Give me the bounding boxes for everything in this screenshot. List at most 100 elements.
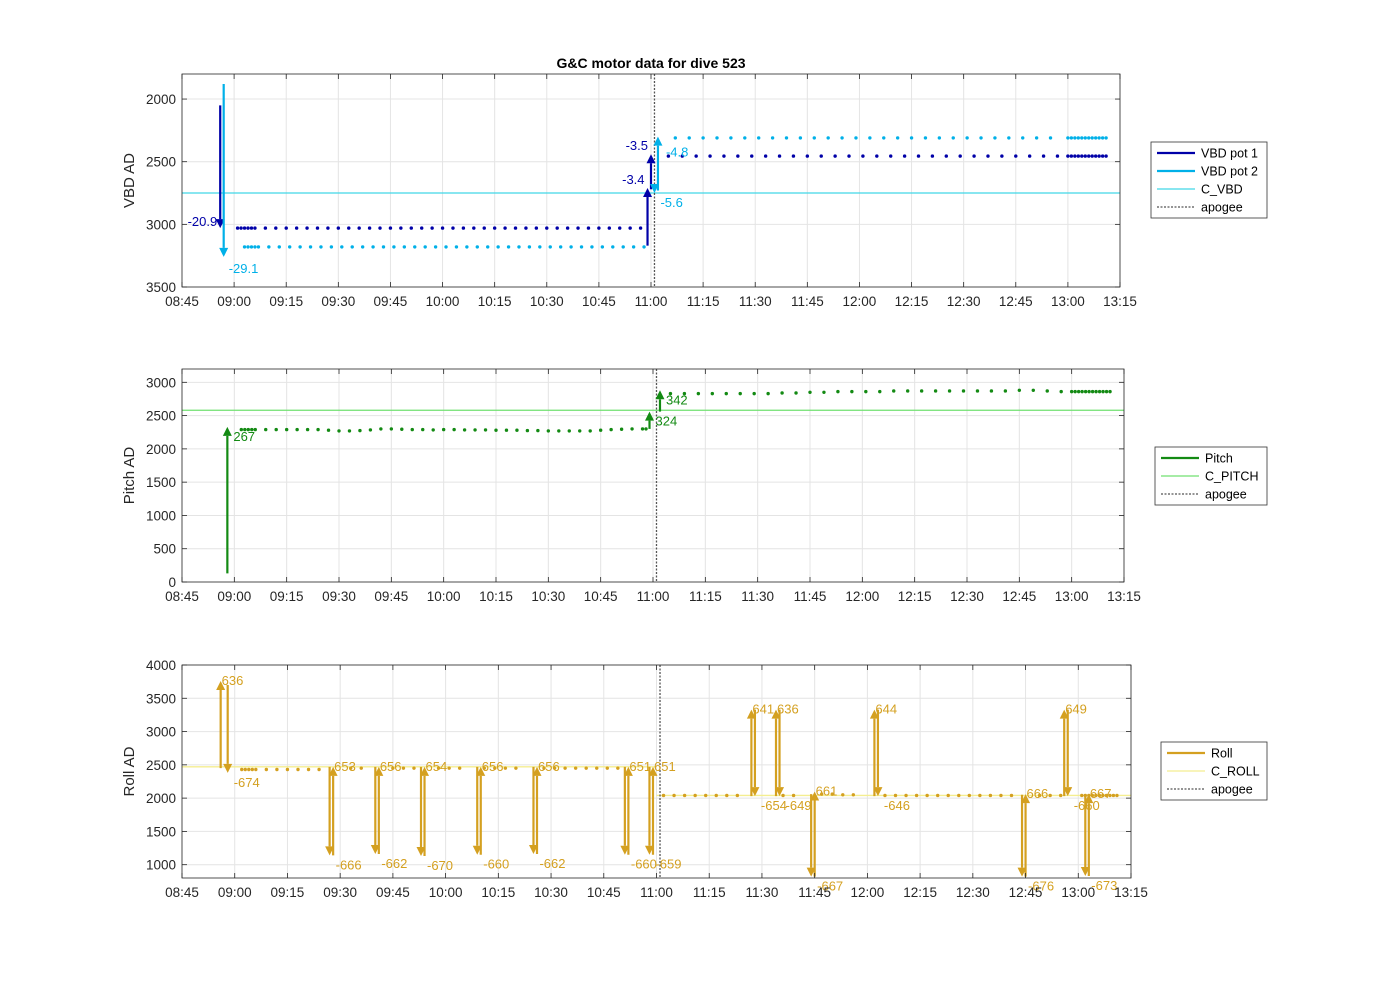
y-tick-label: 0 — [168, 575, 176, 590]
data-point — [263, 226, 268, 230]
arrow-head — [223, 763, 233, 773]
data-point — [1069, 136, 1074, 140]
data-point — [1080, 136, 1084, 140]
data-point — [836, 389, 840, 394]
arrow-head — [645, 411, 655, 421]
data-point — [600, 245, 605, 249]
x-tick-label: 11:30 — [746, 885, 779, 900]
data-point — [830, 792, 834, 796]
data-point — [621, 245, 625, 249]
x-tick-label: 09:30 — [322, 589, 356, 604]
move-label: -667 — [817, 879, 843, 894]
data-point — [317, 767, 321, 772]
x-tick-label: 13:00 — [1051, 294, 1085, 309]
data-point — [1094, 793, 1098, 798]
data-point — [988, 793, 993, 798]
data-point — [565, 226, 570, 230]
move-label: 654 — [426, 759, 448, 774]
move-label: 636 — [222, 673, 244, 688]
x-tick-label: 12:30 — [950, 589, 984, 604]
x-tick-label: 09:45 — [376, 885, 410, 900]
data-point — [239, 427, 244, 432]
data-point — [930, 154, 935, 158]
data-point — [743, 136, 747, 140]
data-point — [725, 793, 729, 798]
data-point — [933, 389, 938, 393]
data-point — [1090, 136, 1094, 140]
data-point — [504, 428, 509, 432]
data-point — [249, 245, 254, 249]
data-point — [326, 428, 331, 432]
data-point — [1009, 793, 1014, 798]
data-point — [965, 136, 969, 140]
data-point — [735, 793, 740, 798]
data-point — [861, 154, 865, 158]
arrow-head — [1084, 794, 1094, 804]
data-point — [579, 245, 584, 249]
data-point — [805, 154, 810, 158]
y-tick-label: 3500 — [146, 280, 176, 295]
y-tick-label: 1000 — [146, 858, 176, 873]
data-point — [682, 391, 687, 396]
data-point — [552, 766, 557, 770]
data-point — [472, 226, 476, 230]
data-point — [534, 226, 539, 230]
data-point — [295, 427, 299, 432]
data-point — [714, 793, 718, 798]
data-point — [475, 245, 479, 249]
data-point — [451, 226, 455, 230]
x-tick-label: 09:30 — [321, 294, 355, 309]
data-point — [1104, 389, 1109, 394]
move-label: 651 — [629, 759, 651, 774]
data-point — [515, 428, 519, 432]
x-tick-label: 08:45 — [165, 294, 199, 309]
data-point — [1076, 136, 1081, 140]
data-point — [371, 245, 375, 249]
x-tick-label: 11:30 — [739, 294, 772, 309]
data-point — [1041, 154, 1046, 158]
data-point — [347, 226, 351, 230]
data-point — [947, 389, 952, 393]
y-tick-label: 3000 — [146, 217, 176, 232]
data-point — [296, 767, 300, 772]
move-label: -646 — [884, 798, 910, 813]
data-point — [644, 427, 648, 431]
data-point — [284, 427, 289, 432]
data-point — [640, 427, 645, 431]
data-point — [1066, 154, 1070, 158]
data-point — [284, 226, 288, 230]
data-point — [1003, 389, 1008, 393]
legend-entry: C_ROLL — [1211, 765, 1260, 779]
data-point — [253, 427, 257, 432]
data-point — [628, 226, 632, 230]
chart-panels: -20.9 -3.4 -3.5 -29.1 -5.6 -4.8 08:45 09:00 09:1… — [121, 73, 1268, 900]
chart-panel-3: 636 -674 -666 653 -662 656 -670 654 -660 656 -662 6… — [121, 658, 1268, 900]
x-tick-label: 13:00 — [1061, 885, 1095, 900]
data-point — [923, 136, 928, 140]
data-point — [1108, 793, 1112, 798]
legend-entry: Pitch — [1205, 452, 1233, 466]
series-vbd-pot-1 — [215, 105, 1108, 246]
x-tick-label: 11:30 — [741, 589, 774, 604]
legend-box — [1150, 141, 1268, 219]
x-tick-label: 13:15 — [1114, 885, 1148, 900]
data-point — [1097, 793, 1102, 798]
data-point — [1069, 389, 1074, 394]
data-point — [875, 154, 879, 158]
data-point — [1090, 154, 1094, 158]
arrow-head — [643, 188, 653, 198]
move-label: 267 — [233, 429, 255, 444]
data-point — [687, 136, 691, 140]
data-point — [503, 766, 508, 770]
move-label: -660 — [631, 857, 657, 872]
data-point — [1073, 136, 1077, 140]
data-point — [402, 245, 407, 249]
data-point — [246, 245, 250, 249]
x-tick-label: 12:30 — [947, 294, 981, 309]
data-point — [340, 245, 344, 249]
data-point — [256, 245, 261, 249]
arrow-head — [374, 766, 384, 776]
data-point — [381, 245, 386, 249]
data-point — [337, 429, 341, 433]
legend-entry: apogee — [1205, 488, 1247, 502]
